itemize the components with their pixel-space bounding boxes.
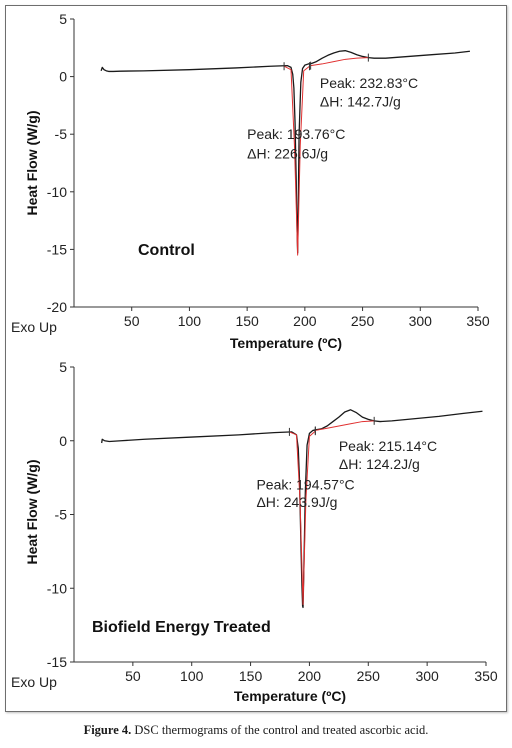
panel-label: Control bbox=[138, 242, 195, 259]
baseline-fit-curve bbox=[283, 65, 310, 256]
caption-label: Figure 4. bbox=[83, 723, 132, 737]
x-tick-label: 300 bbox=[415, 668, 439, 684]
x-tick-label: 150 bbox=[239, 668, 263, 684]
x-tick-label: 100 bbox=[178, 313, 202, 329]
peak-temperature-label: Peak: 194.57°C bbox=[256, 476, 354, 492]
x-tick-label: 100 bbox=[180, 668, 204, 684]
x-tick-label: 50 bbox=[124, 313, 140, 329]
x-axis-label: Temperature (ºC) bbox=[230, 335, 342, 351]
y-axis-label: Heat Flow (W/g) bbox=[24, 111, 40, 216]
x-tick-label: 200 bbox=[293, 313, 317, 329]
x-axis-label: Temperature (ºC) bbox=[234, 688, 346, 704]
y-tick-label: 5 bbox=[59, 359, 67, 375]
enthalpy-label: ΔH: 226.6J/g bbox=[247, 145, 328, 161]
exo-up-label: Exo Up bbox=[11, 674, 57, 690]
x-tick-label: 50 bbox=[125, 668, 141, 684]
x-tick-label: 250 bbox=[357, 668, 381, 684]
heat-flow-curve bbox=[101, 409, 483, 609]
y-tick-label: 0 bbox=[59, 69, 67, 85]
peak-temperature-label: Peak: 193.76°C bbox=[247, 126, 345, 142]
figure-caption: Figure 4. DSC thermograms of the control… bbox=[0, 723, 512, 738]
x-tick-label: 350 bbox=[466, 313, 490, 329]
y-axis-label: Heat Flow (W/g) bbox=[24, 460, 40, 565]
x-tick-label: 300 bbox=[409, 313, 433, 329]
panel-label: Biofield Energy Treated bbox=[92, 619, 271, 636]
y-tick-label: -5 bbox=[55, 126, 68, 142]
x-tick-label: 150 bbox=[235, 313, 259, 329]
peak-temperature-label: Peak: 215.14°C bbox=[339, 438, 437, 454]
baseline-fit-curve bbox=[289, 430, 316, 605]
baseline-fit-curve bbox=[310, 57, 369, 67]
y-tick-label: -10 bbox=[47, 184, 67, 200]
enthalpy-label: ΔH: 142.7J/g bbox=[320, 94, 401, 110]
x-tick-label: 200 bbox=[298, 668, 322, 684]
exo-up-label: Exo Up bbox=[11, 319, 57, 335]
y-tick-label: -15 bbox=[47, 654, 67, 670]
y-tick-label: -20 bbox=[47, 299, 67, 315]
enthalpy-label: ΔH: 243.9J/g bbox=[256, 494, 337, 510]
y-tick-label: -5 bbox=[55, 507, 68, 523]
heat-flow-curve bbox=[100, 50, 470, 254]
x-tick-label: 250 bbox=[351, 313, 375, 329]
y-tick-label: 0 bbox=[59, 433, 67, 449]
y-tick-label: 5 bbox=[59, 11, 67, 27]
figure-frame bbox=[5, 5, 507, 712]
peak-temperature-label: Peak: 232.83°C bbox=[320, 75, 418, 91]
enthalpy-label: ΔH: 124.2J/g bbox=[339, 456, 420, 472]
caption-text: DSC thermograms of the control and treat… bbox=[131, 723, 429, 737]
y-tick-label: -15 bbox=[47, 241, 67, 257]
baseline-fit-curve bbox=[315, 420, 375, 431]
x-tick-label: 350 bbox=[474, 668, 498, 684]
y-tick-label: -10 bbox=[47, 580, 67, 596]
